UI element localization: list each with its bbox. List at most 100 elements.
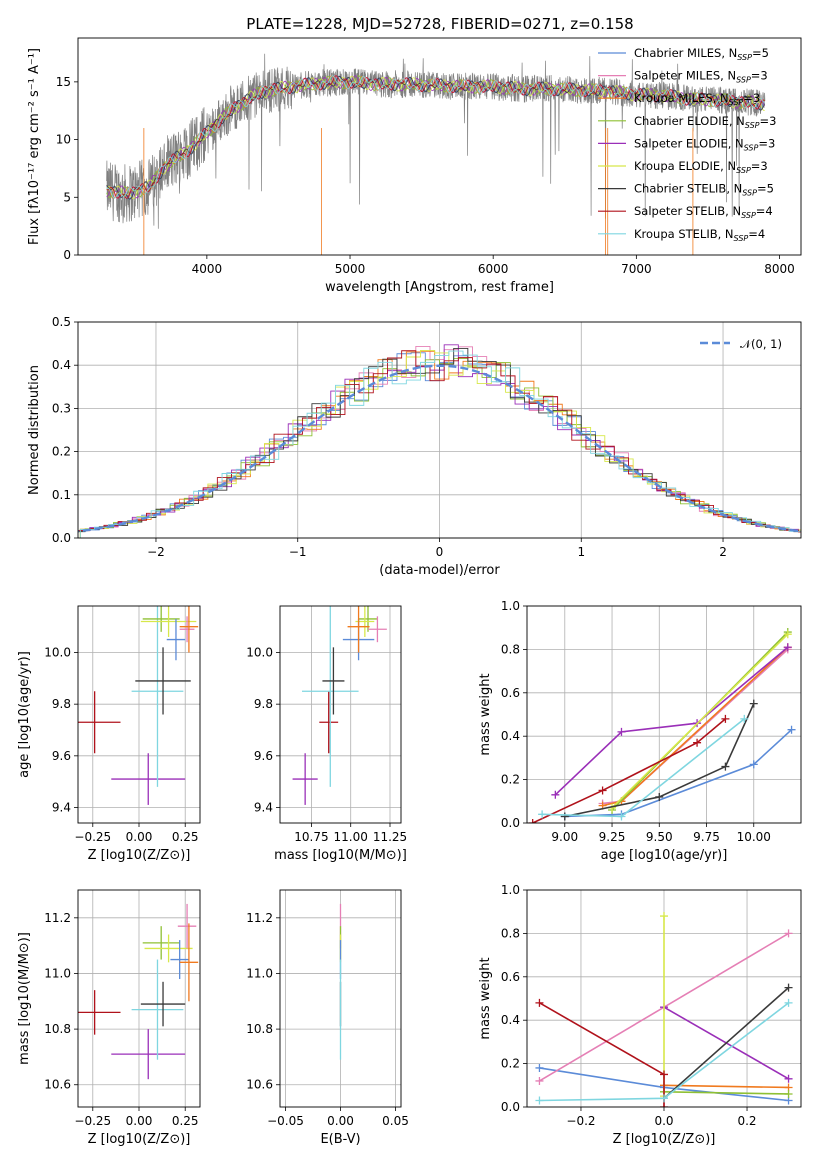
errorbar-point [358,606,378,632]
series-marker [551,790,560,799]
errorbar-point [179,923,199,1002]
series-line [663,1091,789,1095]
errorbar-point [140,981,186,1027]
mass-vs-Z-ytick-label: 10.8 [44,1022,71,1036]
figure-title: PLATE=1228, MJD=52728, FIBERID=0271, z=0… [246,15,633,33]
spectrum-xtick-label: 4000 [192,262,223,276]
mass-vs-Z-xlabel: Z [log10(Z/Z⊙)] [88,1132,191,1147]
mass-vs-ebv-ytick-label: 11.0 [246,966,273,980]
mass-vs-Z-xtick-label: 0.00 [126,1114,153,1128]
series-marker [660,912,668,921]
legend-label: Kroupa STELIB, NSSP=4 [634,227,765,243]
age-vs-mass-frame [279,605,402,824]
errorbar-point [179,616,195,643]
weight-vs-age-ytick-label: 0.4 [501,729,520,743]
residuals-xtick-label: 2 [719,545,727,559]
series-marker [783,643,792,652]
errorbar-point [78,990,121,1035]
age-vs-Z-ylabel: age [log10(age/yr)] [17,651,32,778]
age-vs-mass-ytick-label: 9.4 [254,801,273,815]
age-vs-Z-panel: −0.25 0.00 0.25 9.4 9.6 9.8 10.0 Z [log10(Z/Z⊙)… [17,605,201,863]
weight-vs-age-xtick-label: 9.75 [693,830,720,844]
weight-vs-age-ylabel: mass weight [478,673,493,755]
spectrum-ytick-label: 15 [56,75,71,89]
series-marker [784,1074,793,1083]
spectrum-xtick-label: 6000 [478,262,509,276]
series-marker [617,812,626,821]
spectrum-panel: 4000 5000 6000 7000 8000 0 5 10 15 wavelength [An… [27,37,802,295]
weight-vs-age-frame [526,605,802,824]
errorbar-point [302,606,359,787]
weight-vs-Z-ytick-label: 1.0 [501,883,520,897]
age-vs-Z-ytick-label: 10.0 [44,646,71,660]
mass-vs-ebv-panel: −0.05 0.00 0.05 10.6 10.8 11.0 11.2 E(B-V) [246,889,409,1147]
series-marker [598,786,607,795]
series-marker [784,983,793,992]
series-marker [535,1096,544,1105]
age-vs-Z-xtick-label: 0.00 [126,830,153,844]
legend-label: Salpeter ELODIE, NSSP=3 [634,136,775,152]
legend-label: Salpeter STELIB, NSSP=4 [634,204,773,220]
mass-vs-Z-ytick-label: 10.6 [44,1078,71,1092]
weight-vs-Z-xtick-label: 0.0 [654,1114,673,1128]
mass-vs-ebv-xtick-label: 0.00 [327,1114,354,1128]
series-marker [538,810,547,819]
age-vs-Z-xlabel: Z [log10(Z/Z⊙)] [88,848,191,863]
series-marker [655,792,664,801]
series-marker [535,1063,544,1072]
spectrum-frame [77,37,802,256]
weight-vs-age-ytick-label: 0.6 [501,686,520,700]
weight-vs-Z-xtick-label: −0.2 [566,1114,595,1128]
residual-histogram [79,350,801,538]
age-vs-mass-ytick-label: 9.8 [254,697,273,711]
weight-vs-age-plot-area [528,628,796,823]
age-vs-mass-xtick-label: 11.25 [373,830,407,844]
series-line [611,633,789,809]
residuals-xtick-label: 0 [436,545,444,559]
mass-vs-Z-xtick-label: −0.25 [74,1114,111,1128]
residuals-ytick-label: 0.0 [52,531,71,545]
residuals-xtick-label: −2 [147,545,165,559]
weight-vs-age-ytick-label: 0.8 [501,642,520,656]
series-line [532,718,726,823]
residuals-ytick-label: 0.5 [52,315,71,329]
mass-vs-ebv-ytick-label: 10.6 [246,1078,273,1092]
mass-vs-ebv-ytick-label: 10.8 [246,1022,273,1036]
age-vs-Z-ytick-label: 9.4 [52,801,71,815]
residuals-ytick-label: 0.1 [52,488,71,502]
mass-vs-Z-plot-area [78,903,199,1080]
weight-vs-age-ytick-label: 0.0 [501,816,520,830]
age-vs-mass-xlabel: mass [log10(M/M⊙)] [274,848,407,863]
residuals-panel: −2 −1 0 1 2 0.0 0.1 0.2 0.3 0.4 0.5 (data-model)/er… [27,315,802,578]
series-marker [740,714,749,723]
weight-vs-age-xtick-label: 9.25 [599,830,626,844]
series-marker [693,738,702,747]
errorbar-point [142,606,180,632]
age-vs-mass-xtick-label: 10.75 [294,830,328,844]
residuals-ytick-label: 0.4 [52,358,71,372]
spectrum-xlabel: wavelength [Angstrom, rest frame] [325,280,554,295]
residuals-ytick-label: 0.3 [52,401,71,415]
errorbar-point [111,1029,186,1080]
weight-vs-Z-xlabel: Z [log10(Z/Z⊙)] [613,1132,716,1147]
weight-vs-age-xtick-label: 9.50 [646,830,673,844]
errorbar-point [111,753,186,805]
weight-vs-age-xlabel: age [log10(age/yr)] [601,848,728,863]
mass-vs-Z-frame [77,889,201,1108]
age-vs-mass-ytick-label: 10.0 [246,646,273,660]
legend-label: Chabrier ELODIE, NSSP=3 [634,114,776,130]
errorbar-point [131,606,184,787]
series-line [564,703,755,818]
spectrum-ytick-label: 5 [63,190,71,204]
residuals-xlabel: (data-model)/error [379,563,500,578]
age-vs-mass-panel: 10.75 11.00 11.25 9.4 9.6 9.8 10.0 mass [log10(… [246,605,407,863]
residuals-xtick-label: 1 [577,545,585,559]
mass-vs-Z-ylabel: mass [log10(M/M⊙)] [17,932,32,1065]
age-vs-mass-grid [280,606,401,823]
residual-histogram [78,347,801,533]
errorbar-point [131,959,184,1060]
age-vs-Z-ytick-label: 9.8 [52,697,71,711]
age-vs-Z-xtick-label: 0.25 [172,830,199,844]
legend-label: Salpeter MILES, NSSP=3 [634,69,768,85]
